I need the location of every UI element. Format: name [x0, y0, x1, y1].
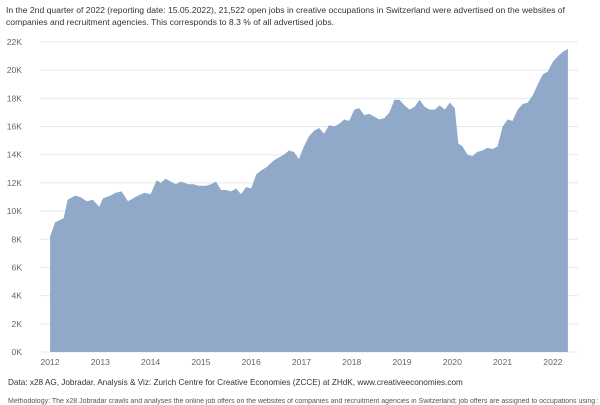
y-tick-label: 4K	[11, 291, 22, 301]
y-tick-label: 20K	[7, 65, 23, 75]
x-tick-label: 2017	[292, 357, 311, 367]
y-tick-label: 14K	[7, 150, 23, 160]
x-tick-label: 2022	[543, 357, 562, 367]
source-note: Data: x28 AG, Jobradar. Analysis & Viz: …	[8, 378, 463, 387]
x-tick-label: 2019	[392, 357, 411, 367]
x-tick-label: 2014	[141, 357, 160, 367]
x-tick-label: 2015	[191, 357, 210, 367]
y-tick-label: 16K	[7, 122, 23, 132]
x-tick-label: 2013	[91, 357, 110, 367]
area-series	[50, 48, 568, 352]
x-tick-label: 2018	[342, 357, 361, 367]
y-axis-tick-labels: 0K 2K 4K 6K 8K 10K 12K 14K 16K 18K 20K 22K	[7, 37, 23, 357]
y-tick-label: 8K	[11, 234, 22, 244]
y-tick-label: 22K	[7, 37, 23, 47]
y-tick-label: 2K	[11, 319, 22, 329]
x-tick-label: 2020	[443, 357, 462, 367]
x-axis-tick-labels: 2012 2013 2014 2015 2016 2017 2018 2019 2020 2021…	[40, 357, 562, 367]
y-tick-label: 12K	[7, 178, 23, 188]
x-tick-label: 2016	[242, 357, 261, 367]
y-tick-label: 10K	[7, 206, 23, 216]
y-tick-label: 0K	[11, 347, 22, 357]
methodology-note: Methodology: The x28 Jobradar crawls and…	[8, 398, 598, 405]
y-tick-label: 6K	[11, 262, 22, 272]
x-tick-label: 2021	[493, 357, 512, 367]
area-fill	[50, 48, 568, 352]
chart-caption: In the 2nd quarter of 2022 (reporting da…	[6, 5, 565, 27]
x-tick-label: 2012	[40, 357, 59, 367]
y-tick-label: 18K	[7, 93, 23, 103]
